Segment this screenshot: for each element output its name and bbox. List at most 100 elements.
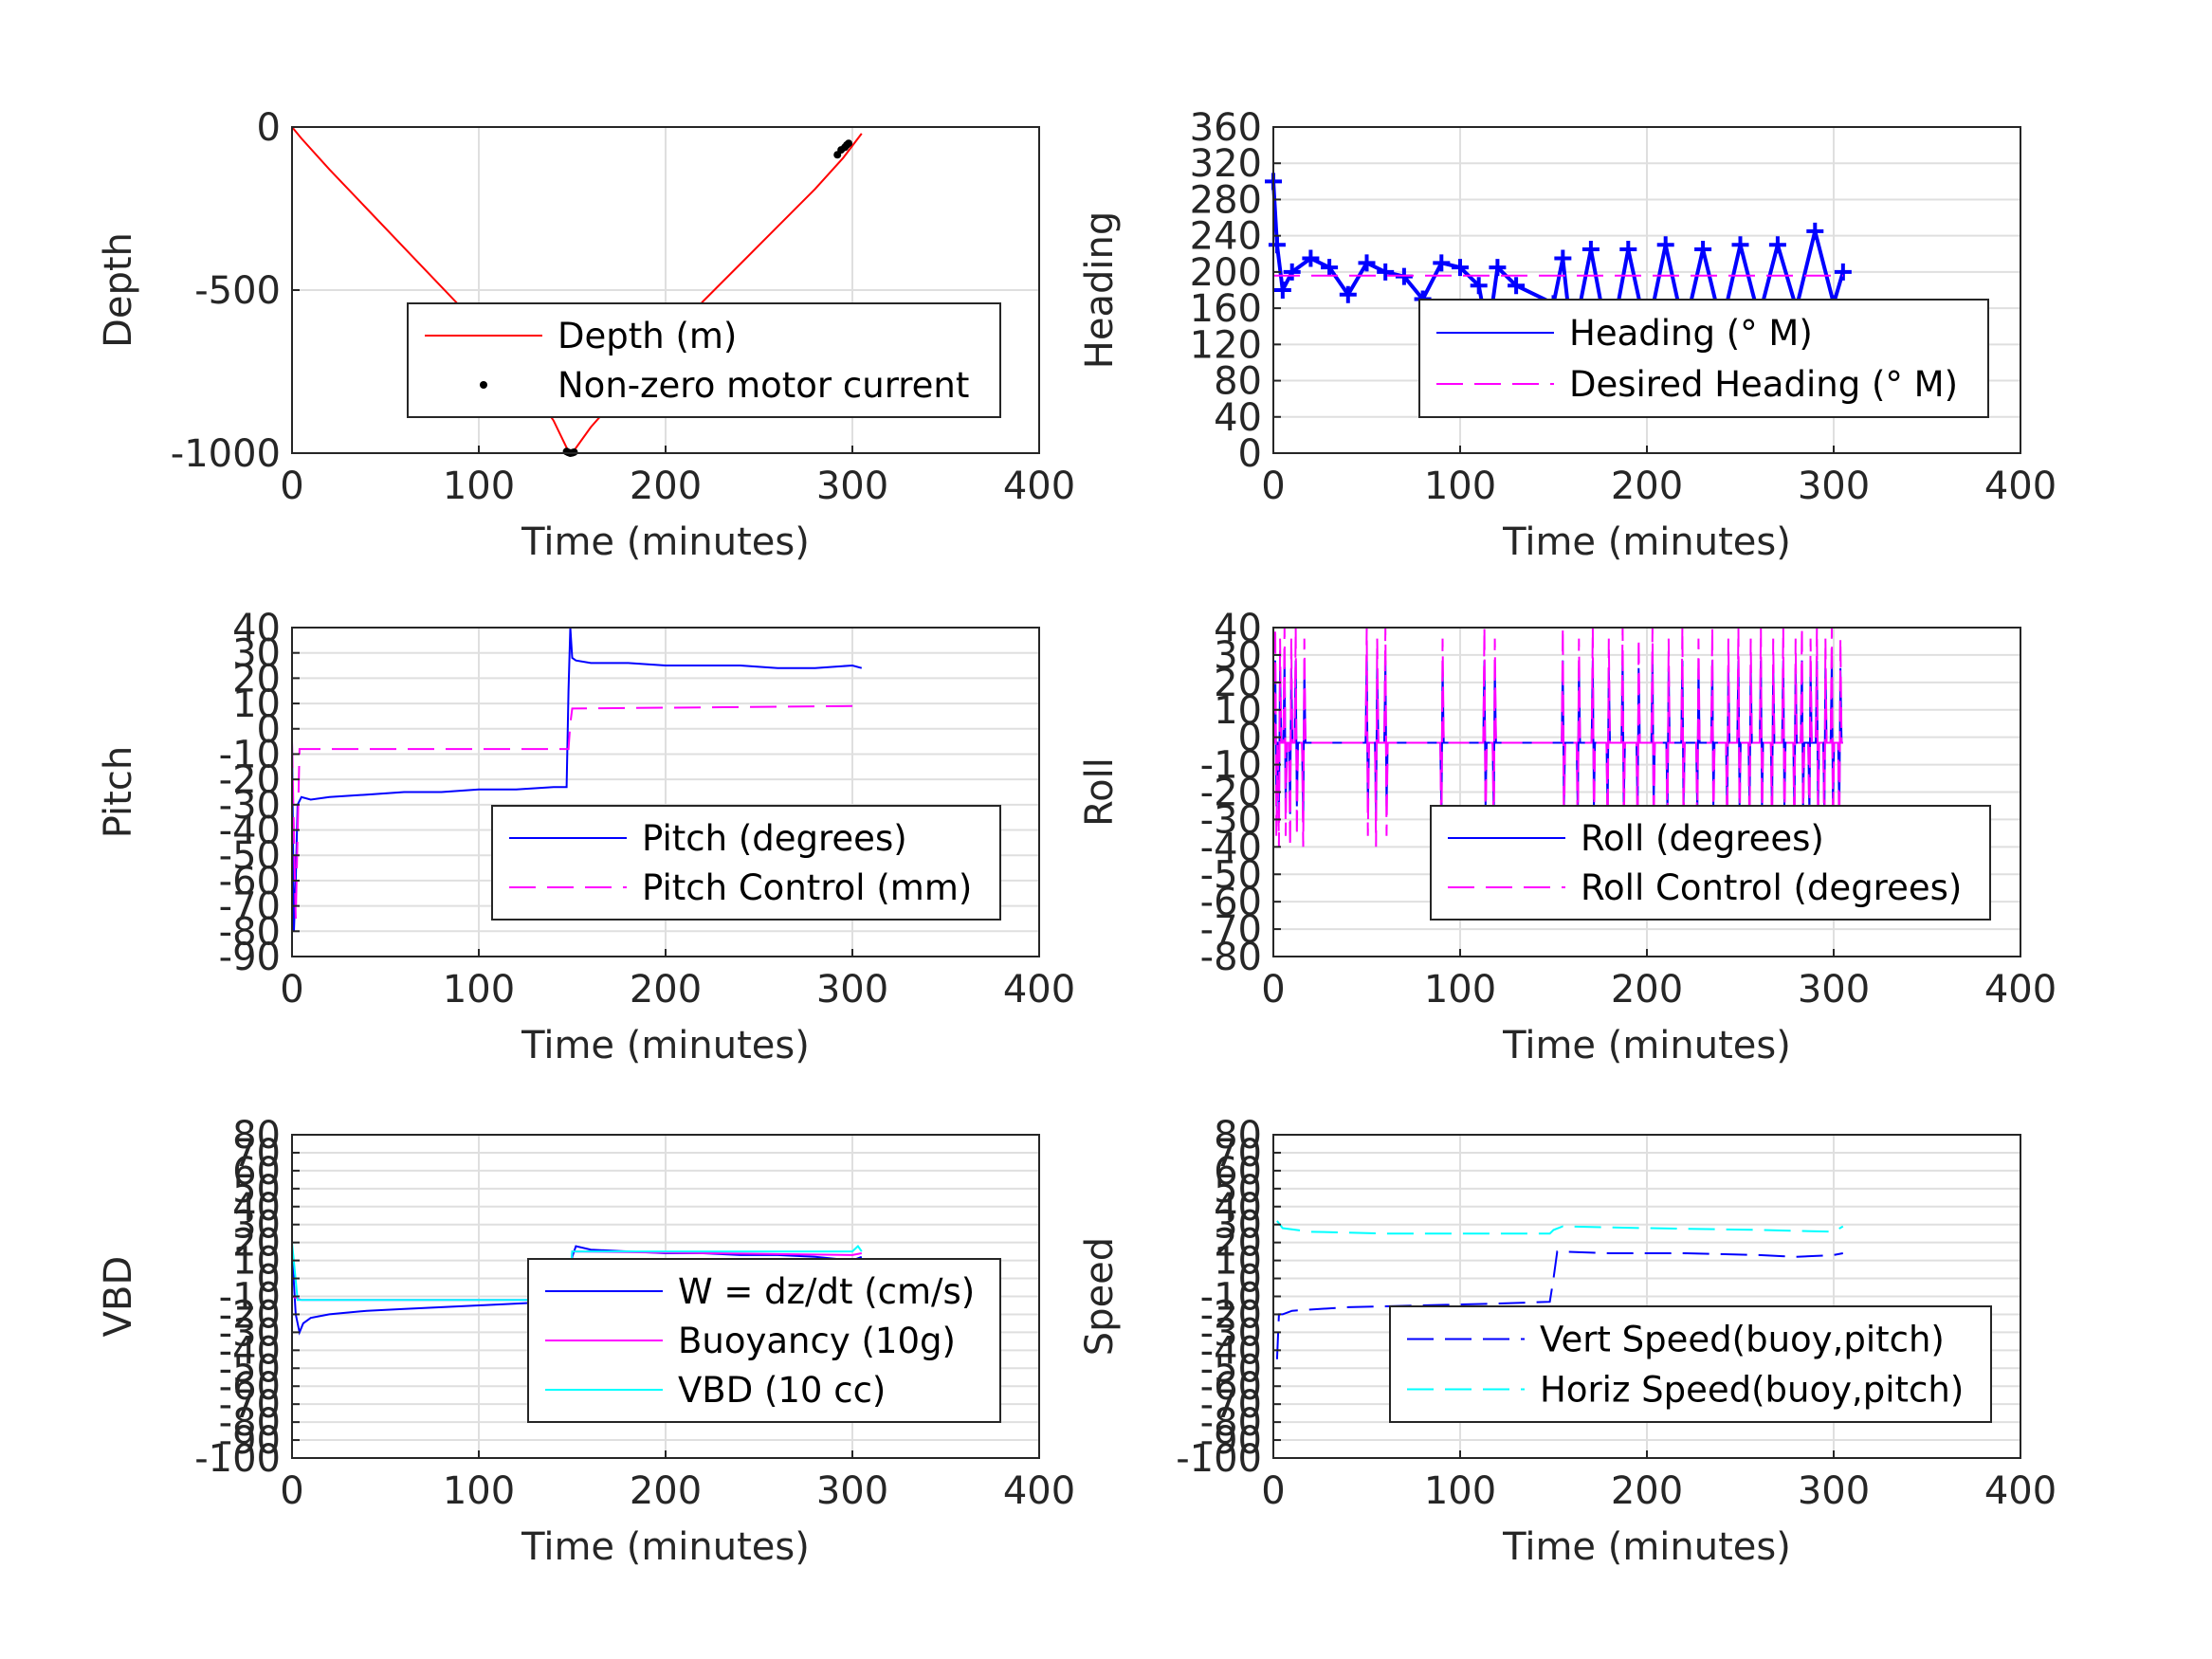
y-axis-label: Speed — [1078, 1237, 1122, 1356]
legend-entry-2: Non-zero motor current — [558, 365, 969, 406]
y-tick-label: 80 — [1214, 1114, 1262, 1158]
x-tick-label: 400 — [1984, 465, 2057, 508]
legend-sample — [480, 381, 487, 389]
legend-entry-2: Horiz Speed(buoy,pitch) — [1540, 1370, 1964, 1411]
x-tick-label: 300 — [1798, 1469, 1870, 1513]
y-tick-label: -90 — [219, 1419, 281, 1463]
legend-box — [1418, 299, 1989, 418]
y-tick-label: 320 — [1190, 142, 1262, 186]
heading-marker — [1694, 241, 1712, 258]
legend-entry-2: Desired Heading (° M) — [1569, 364, 1958, 405]
series-lines — [1272, 627, 1843, 848]
x-axis-label: Time (minutes) — [521, 520, 810, 564]
x-tick-label: 0 — [280, 1469, 303, 1513]
y-tick-label: 280 — [1190, 178, 1262, 222]
y-tick-label: 30 — [232, 1204, 281, 1248]
tick-labels: 0 100 200 300 400-100-90-80-70-60-50-40-30-2… — [194, 1114, 1075, 1513]
subplot-vbd: 0 100 200 300 400-100-90-80-70-60-50-40-30-2… — [97, 1114, 1075, 1569]
legend-box — [1430, 805, 1991, 921]
y-tick-label: 30 — [1214, 634, 1262, 678]
y-tick-label: -90 — [219, 936, 281, 979]
y-tick-label: -40 — [1200, 826, 1262, 869]
y-tick-label: 30 — [1214, 1204, 1262, 1248]
subplot-pitch: 0 100 200 300 400-90-80-70-60-50-40-30-20-10… — [97, 607, 1075, 1067]
legend-entry-1: Roll (degrees) — [1581, 818, 1824, 859]
x-tick-label: 100 — [443, 968, 515, 1012]
y-tick-label: 200 — [1190, 251, 1262, 295]
y-tick-label: 10 — [1214, 1240, 1262, 1284]
heading-marker — [1268, 236, 1286, 254]
x-tick-label: 300 — [816, 465, 888, 508]
legend-entry-1: Pitch (degrees) — [642, 818, 907, 859]
legend-entry-1: Depth (m) — [558, 316, 737, 356]
y-tick-label: -50 — [1200, 1347, 1262, 1391]
y-tick-label: 20 — [1214, 1222, 1262, 1266]
heading-marker — [1834, 263, 1852, 281]
y-tick-label: -50 — [219, 1347, 281, 1391]
y-axis-label: Pitch — [97, 746, 140, 838]
legend: Pitch (degrees) Pitch Control (mm) — [491, 805, 1001, 921]
heading-marker — [1656, 236, 1674, 254]
y-tick-label: -90 — [1200, 1419, 1262, 1463]
heading-marker — [1339, 285, 1357, 303]
y-tick-label: 70 — [1214, 1132, 1262, 1176]
y-tick-label: -50 — [219, 834, 281, 878]
y-tick-label: -30 — [1200, 798, 1262, 842]
legend-entry-1: Heading (° M) — [1569, 313, 1813, 354]
axes-frame — [1272, 126, 2021, 454]
x-tick-label: 0 — [1261, 465, 1285, 508]
subplot-heading: 0 100 200 300 40004080120160200240280320360 … — [1078, 106, 2057, 564]
y-tick-label: -20 — [219, 758, 281, 802]
y-axis-label: Depth — [97, 232, 140, 348]
x-tick-label: 300 — [1798, 968, 1870, 1012]
x-tick-label: 200 — [1611, 968, 1683, 1012]
x-tick-label: 200 — [630, 968, 702, 1012]
y-tick-label: 40 — [1214, 607, 1262, 650]
y-tick-label: 70 — [232, 1132, 281, 1176]
heading-marker — [1619, 241, 1637, 258]
heading-marker — [1377, 263, 1395, 281]
y-axis-label: Heading — [1078, 211, 1122, 369]
heading-marker — [1581, 241, 1600, 258]
y-tick-label: 50 — [1214, 1168, 1262, 1212]
y-tick-label: -60 — [1200, 1365, 1262, 1409]
legend: Vert Speed(buoy,pitch) Horiz Speed(buoy,… — [1389, 1305, 1992, 1423]
x-tick-label: 300 — [1798, 465, 1870, 508]
series-2-line — [1276, 1220, 1844, 1235]
axes-frame — [1272, 1134, 2021, 1459]
y-tick-label: -100 — [1176, 1437, 1262, 1481]
x-tick-label: 100 — [1424, 465, 1496, 508]
x-tick-label: 200 — [630, 465, 702, 508]
x-tick-label: 100 — [443, 1469, 515, 1513]
x-axis-label: Time (minutes) — [521, 1024, 810, 1067]
x-tick-label: 200 — [1611, 1469, 1683, 1513]
series-1-line — [1275, 1250, 1843, 1359]
series-2-line — [291, 704, 862, 920]
x-tick-label: 0 — [280, 465, 303, 508]
x-tick-label: 400 — [1003, 968, 1075, 1012]
heading-marker — [1768, 236, 1786, 254]
y-tick-label: -60 — [219, 1365, 281, 1409]
heading-marker — [1302, 249, 1320, 267]
heading-marker — [1433, 254, 1451, 272]
axes-frame — [1272, 627, 2021, 957]
tick-labels: 0 100 200 300 400-90-80-70-60-50-40-30-20-10… — [219, 607, 1076, 1012]
x-tick-label: 0 — [1261, 968, 1285, 1012]
y-tick-label: -1000 — [171, 432, 281, 476]
heading-marker — [1452, 259, 1469, 277]
y-tick-label: -40 — [1200, 1329, 1262, 1373]
y-tick-label: 0 — [1238, 717, 1262, 760]
y-tick-label: -80 — [219, 910, 281, 954]
y-tick-label: 30 — [232, 632, 281, 676]
y-tick-label: -40 — [219, 810, 281, 853]
x-tick-label: 300 — [816, 1469, 888, 1513]
y-tick-label: 160 — [1190, 287, 1262, 331]
subplot-depth: 0 100 200 300 400 -1000 -500 0 Time (minutes) D… — [97, 106, 1075, 564]
axes-frame — [291, 627, 1040, 957]
x-axis-label: Time (minutes) — [521, 1525, 810, 1569]
series-lines — [1275, 1220, 1844, 1359]
x-tick-label: 100 — [1424, 968, 1496, 1012]
heading-marker — [1554, 249, 1572, 267]
x-tick-label: 200 — [630, 1469, 702, 1513]
series-lines — [291, 627, 863, 932]
